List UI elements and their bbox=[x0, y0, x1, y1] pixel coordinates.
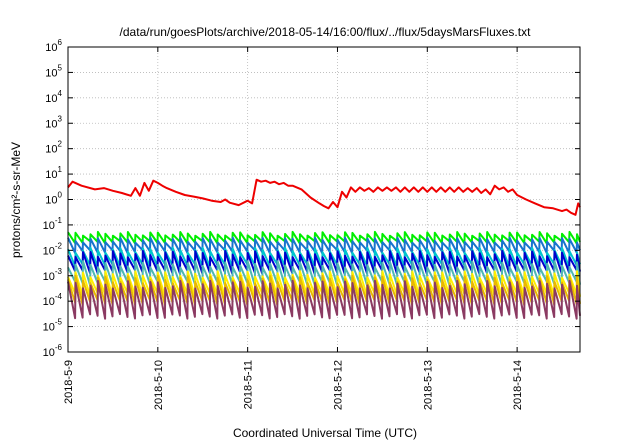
series-line bbox=[67, 279, 581, 320]
y-tick-exponent: -6 bbox=[55, 343, 63, 352]
y-tick-exponent: 6 bbox=[58, 38, 63, 47]
series-line bbox=[67, 178, 581, 216]
y-tick-exponent: 3 bbox=[58, 114, 63, 123]
y-tick-label: 10-6 bbox=[43, 343, 63, 359]
x-tick-label: 2018-5-14 bbox=[512, 360, 524, 410]
y-tick-label: 101 bbox=[45, 165, 62, 181]
series-line bbox=[67, 270, 581, 298]
y-tick-exponent: 2 bbox=[58, 140, 63, 149]
y-tick-label: 100 bbox=[45, 191, 62, 207]
series-line bbox=[67, 230, 581, 245]
series-line bbox=[67, 246, 581, 269]
y-tick-label: 105 bbox=[45, 63, 62, 79]
x-tick-label: 2018-5-13 bbox=[422, 360, 434, 410]
chart-title: /data/run/goesPlots/archive/2018-05-14/1… bbox=[120, 25, 532, 39]
y-tick-label: 10-4 bbox=[43, 292, 63, 308]
y-tick-exponent: -4 bbox=[55, 292, 63, 301]
y-tick-label: 103 bbox=[45, 114, 62, 130]
x-tick-label: 2018-5-11 bbox=[243, 360, 255, 409]
ticks: 10-610-510-410-310-210-11001011021031041… bbox=[43, 38, 580, 410]
x-tick-label: 2018-5-9 bbox=[63, 360, 75, 404]
y-tick-exponent: -3 bbox=[55, 267, 63, 276]
y-axis-label: protons/cm²-s-sr-MeV bbox=[9, 142, 23, 258]
grid bbox=[68, 47, 580, 352]
y-tick-exponent: 0 bbox=[58, 191, 63, 200]
y-tick-label: 10-1 bbox=[43, 216, 63, 232]
x-tick-label: 2018-5-10 bbox=[153, 360, 165, 410]
x-axis-label: Coordinated Universal Time (UTC) bbox=[233, 426, 417, 440]
series-line bbox=[67, 260, 581, 287]
series-layer bbox=[67, 178, 581, 320]
y-tick-exponent: -5 bbox=[55, 318, 63, 327]
y-tick-label: 10-3 bbox=[43, 267, 63, 283]
y-tick-exponent: 1 bbox=[58, 165, 63, 174]
series-line bbox=[67, 250, 581, 275]
series-line bbox=[67, 236, 581, 255]
series-line bbox=[67, 274, 581, 306]
y-tick-label: 102 bbox=[45, 140, 62, 156]
y-tick-exponent: 4 bbox=[58, 89, 63, 98]
y-tick-label: 10-5 bbox=[43, 318, 63, 334]
y-tick-label: 104 bbox=[45, 89, 62, 105]
y-tick-exponent: -2 bbox=[55, 241, 63, 250]
y-tick-exponent: 5 bbox=[58, 63, 63, 72]
y-tick-label: 106 bbox=[45, 38, 62, 54]
y-tick-label: 10-2 bbox=[43, 241, 63, 257]
x-tick-label: 2018-5-12 bbox=[332, 360, 344, 410]
y-tick-exponent: -1 bbox=[55, 216, 63, 225]
